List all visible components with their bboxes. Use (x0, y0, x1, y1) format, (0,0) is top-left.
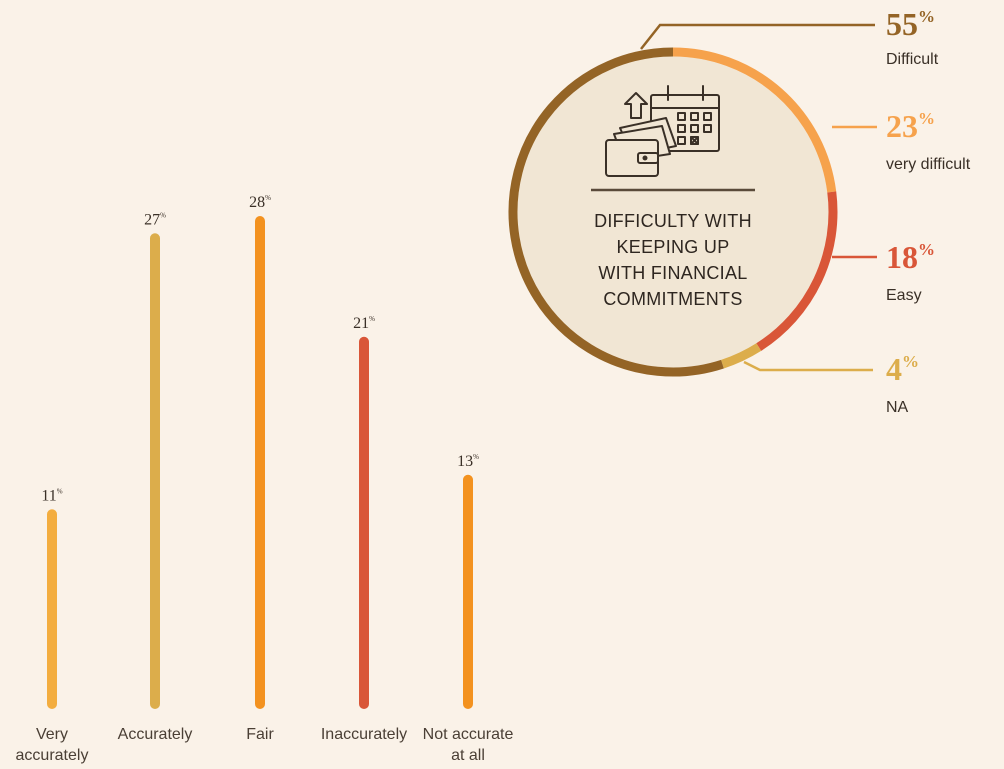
bar-category-label: Fair (246, 726, 274, 743)
donut-slice-0 (508, 47, 724, 377)
donut-callouts: 55% Difficult 23% very difficult 18% Easy 4% NA (640, 6, 971, 416)
donut-center (517, 56, 829, 368)
bar-value-label: 21% (353, 315, 375, 332)
bar-value-label: 27% (144, 211, 166, 228)
callout-percent: 23% (886, 108, 935, 144)
callout-percent: 4% (886, 351, 919, 387)
wallet-calendar-icon (605, 85, 720, 177)
donut-slice-1 (672, 47, 837, 193)
donut-slice-2 (756, 191, 838, 351)
callout-line (743, 360, 873, 372)
donut-slices (508, 47, 838, 377)
bar-category-label: Very accurately (16, 726, 89, 764)
bar-category-label: Not accurate at all (423, 726, 514, 764)
bar-chart: 11% Very accurately 27% Accurately 28% Fair 21%… (16, 194, 514, 764)
callout-label: very difficult (886, 156, 971, 173)
donut-chart: DIFFICULTY WITH KEEPING UP WITH FINANCIAL C… (508, 6, 971, 416)
callout-line (640, 23, 875, 50)
bar-category-label: Inaccurately (321, 726, 407, 743)
callout-label: Easy (886, 287, 922, 304)
callout-percent: 18% (886, 239, 935, 275)
bar-value-label: 28% (249, 194, 271, 211)
bar-value-label: 11% (41, 487, 62, 504)
callout-label: NA (886, 399, 909, 416)
callout-percent: 55% (886, 6, 935, 42)
donut-center-title: DIFFICULTY WITH KEEPING UP WITH FINANCIAL C… (594, 211, 752, 309)
bar-category-label: Accurately (118, 726, 193, 743)
callout-label: Difficult (886, 51, 939, 68)
bar-value-label: 13% (457, 453, 479, 470)
donut-slice-3 (720, 343, 762, 369)
